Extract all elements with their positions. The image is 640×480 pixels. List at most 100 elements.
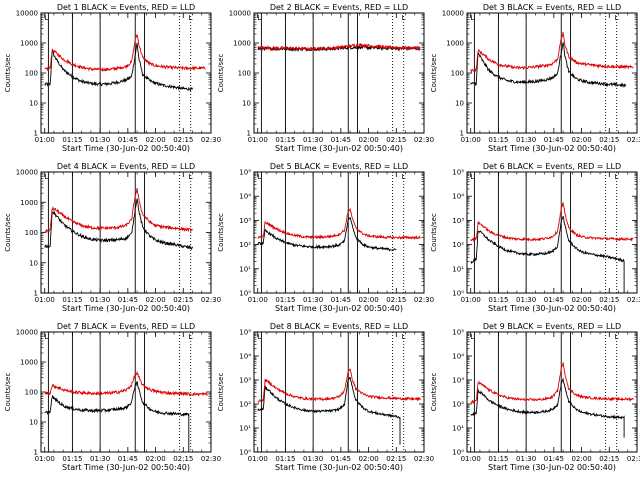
x-tick-label: 02:30 — [414, 296, 434, 304]
plot-frame — [40, 331, 212, 453]
marker-glyph: L — [44, 173, 48, 181]
y-tick-label: 10² — [452, 401, 464, 409]
marker-glyph: L — [189, 173, 193, 181]
y-axis-label: Counts/sec — [430, 54, 438, 93]
chart-panel-det-5: Det 5 BLACK = Events, RED = LLD 10⁰ 10¹ 10²… — [217, 162, 434, 313]
x-tick-label: 01:30 — [516, 455, 536, 463]
x-tick-label: 02:30 — [201, 296, 221, 304]
events-series-line — [257, 217, 397, 252]
y-axis-label: Counts/sec — [4, 54, 12, 93]
x-tick-label: 01:30 — [90, 296, 110, 304]
chart-panel-det-1: Det 1 BLACK = Events, RED = LLD 1 10 100 100… — [4, 3, 221, 153]
marker-glyph: L — [44, 14, 48, 22]
y-axis-label: Counts/sec — [217, 373, 225, 412]
y-tick-label: 10000 — [229, 10, 251, 18]
chart-panel-det-7: Det 7 BLACK = Events, RED = LLD 1 10 100 100… — [4, 322, 221, 472]
y-tick-label: 10² — [239, 401, 251, 409]
y-tick-label: 10⁰ — [452, 290, 464, 298]
x-tick-label: 01:00 — [35, 136, 55, 144]
lld-series-line — [44, 188, 193, 234]
y-tick-label: 1 — [247, 130, 251, 138]
plot-frame — [253, 171, 425, 294]
y-tick-label: 10⁵ — [452, 169, 464, 177]
x-axis-label: Start Time (30-Jun-02 00:50:40) — [62, 304, 190, 313]
y-tick-label: 10000 — [16, 10, 38, 18]
x-tick-label: 01:15 — [275, 136, 295, 144]
marker-glyph: L — [257, 173, 261, 181]
events-series-line — [44, 42, 193, 91]
x-tick-label: 01:45 — [544, 296, 564, 304]
y-tick-label: 10¹ — [452, 425, 464, 433]
y-tick-label: 10¹ — [452, 265, 464, 273]
panel-title: Det 7 BLACK = Events, RED = LLD — [57, 322, 195, 331]
x-tick-label: 01:00 — [35, 296, 55, 304]
y-tick-label: 10 — [455, 100, 464, 108]
x-tick-label: 02:30 — [414, 136, 434, 144]
y-tick-label: 1 — [34, 449, 38, 457]
y-tick-label: 10⁰ — [452, 449, 464, 457]
x-tick-label: 01:30 — [303, 296, 323, 304]
x-tick-label: 02:30 — [201, 136, 221, 144]
marker-glyph: L — [189, 14, 193, 22]
y-axis-label: Counts/sec — [430, 373, 438, 412]
marker-glyph: L — [257, 333, 261, 341]
x-tick-label: 02:30 — [414, 455, 434, 463]
chart-panel-det-4: Det 4 BLACK = Events, RED = LLD 1 10 100 100… — [4, 162, 221, 313]
x-tick-label: 01:00 — [461, 455, 481, 463]
x-tick-label: 01:15 — [275, 296, 295, 304]
marker-glyph: L — [470, 14, 474, 22]
x-tick-label: 01:15 — [275, 455, 295, 463]
y-tick-label: 1000 — [20, 199, 38, 207]
y-tick-label: 1000 — [20, 40, 38, 48]
y-tick-label: 10² — [239, 241, 251, 249]
lld-series-line — [257, 368, 421, 404]
chart-panel-det-8: Det 8 BLACK = Events, RED = LLD 10⁰ 10¹ 10²… — [217, 322, 434, 472]
lld-series-line — [470, 362, 634, 405]
x-tick-label: 02:00 — [145, 296, 165, 304]
marker-glyph: L — [470, 173, 474, 181]
y-tick-label: 100 — [451, 70, 464, 78]
y-tick-label: 10 — [29, 419, 38, 427]
x-tick-label: 01:00 — [461, 296, 481, 304]
panel-title: Det 2 BLACK = Events, RED = LLD — [270, 3, 408, 12]
y-tick-label: 1000 — [233, 40, 251, 48]
x-tick-label: 01:15 — [488, 455, 508, 463]
x-tick-label: 01:45 — [118, 455, 138, 463]
y-tick-label: 10³ — [452, 217, 464, 225]
x-tick-label: 02:00 — [571, 455, 591, 463]
x-tick-label: 02:30 — [627, 136, 640, 144]
x-axis-label: Start Time (30-Jun-02 00:50:40) — [275, 144, 403, 153]
chart-panel-det-6: Det 6 BLACK = Events, RED = LLD 10⁰ 10¹ 10²… — [430, 162, 640, 313]
x-tick-label: 01:45 — [331, 455, 351, 463]
marker-glyph: L — [402, 333, 406, 341]
marker-glyph: L — [44, 333, 48, 341]
y-tick-label: 10⁴ — [239, 193, 251, 201]
x-tick-label: 02:30 — [201, 455, 221, 463]
marker-glyph: L — [189, 333, 193, 341]
x-tick-label: 01:30 — [90, 136, 110, 144]
x-tick-label: 01:45 — [118, 296, 138, 304]
y-tick-label: 10³ — [452, 377, 464, 385]
x-tick-label: 02:15 — [599, 136, 619, 144]
x-tick-label: 01:45 — [331, 136, 351, 144]
x-tick-label: 02:00 — [358, 455, 378, 463]
lld-series-line — [470, 31, 634, 74]
x-tick-label: 01:30 — [303, 455, 323, 463]
y-tick-label: 10 — [29, 259, 38, 267]
y-axis-label: Counts/sec — [430, 213, 438, 252]
events-series-line — [257, 376, 401, 445]
x-axis-label: Start Time (30-Jun-02 00:50:40) — [488, 463, 616, 472]
events-series-line — [470, 42, 627, 88]
y-tick-label: 100 — [25, 70, 38, 78]
x-tick-label: 01:30 — [516, 136, 536, 144]
lld-series-line — [257, 42, 421, 52]
panel-title: Det 3 BLACK = Events, RED = LLD — [483, 3, 621, 12]
panel-title: Det 6 BLACK = Events, RED = LLD — [483, 162, 621, 171]
x-tick-label: 01:45 — [331, 296, 351, 304]
y-axis-label: Counts/sec — [4, 373, 12, 412]
x-tick-label: 02:00 — [358, 136, 378, 144]
x-tick-label: 01:00 — [248, 136, 268, 144]
x-tick-label: 02:00 — [358, 296, 378, 304]
marker-glyph: L — [615, 14, 619, 22]
x-tick-label: 01:00 — [35, 455, 55, 463]
